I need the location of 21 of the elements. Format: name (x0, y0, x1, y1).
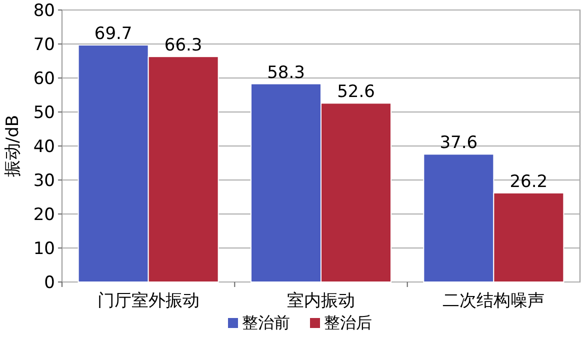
y-tick-label: 20 (33, 205, 55, 225)
y-tick-label: 0 (44, 273, 55, 293)
x-tick-label: 二次结构噪声 (442, 291, 545, 311)
x-tick-label: 门厅室外振动 (97, 291, 200, 311)
y-tick-label: 10 (33, 239, 55, 259)
y-tick-label: 60 (33, 69, 55, 89)
x-tick-label: 室内振动 (287, 291, 355, 311)
legend-label: 整治前 (242, 313, 290, 332)
y-axis-title: 振动/dB (3, 114, 23, 178)
data-label: 26.2 (510, 172, 548, 192)
y-tick-label: 50 (33, 103, 55, 123)
data-label: 58.3 (267, 62, 305, 83)
data-label: 37.6 (440, 133, 478, 154)
data-label: 52.6 (337, 82, 375, 102)
y-tick-label: 40 (33, 137, 55, 157)
data-label: 66.3 (164, 36, 202, 56)
legend-label: 整治后 (324, 313, 372, 332)
data-label: 69.7 (94, 24, 132, 44)
y-tick-label: 30 (33, 171, 55, 191)
y-tick-label: 80 (33, 1, 55, 21)
y-tick-label: 70 (33, 35, 55, 55)
